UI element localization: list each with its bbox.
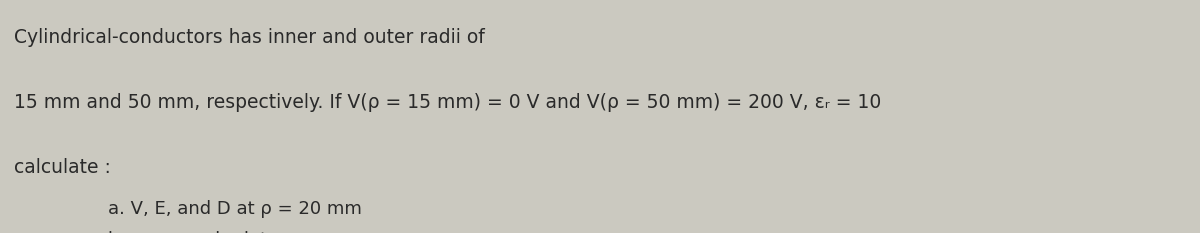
Text: 15 mm and 50 mm, respectively. If V(ρ = 15 mm) = 0 V and V(ρ = 50 mm) = 200 V, ε: 15 mm and 50 mm, respectively. If V(ρ = … bbox=[14, 93, 882, 112]
Text: b. ρₛ on each plate.: b. ρₛ on each plate. bbox=[108, 231, 284, 233]
Text: a. V, E, and D at ρ = 20 mm: a. V, E, and D at ρ = 20 mm bbox=[108, 200, 362, 218]
Text: Cylindrical-conductors has inner and outer radii of: Cylindrical-conductors has inner and out… bbox=[14, 28, 485, 47]
Text: calculate :: calculate : bbox=[14, 158, 112, 178]
